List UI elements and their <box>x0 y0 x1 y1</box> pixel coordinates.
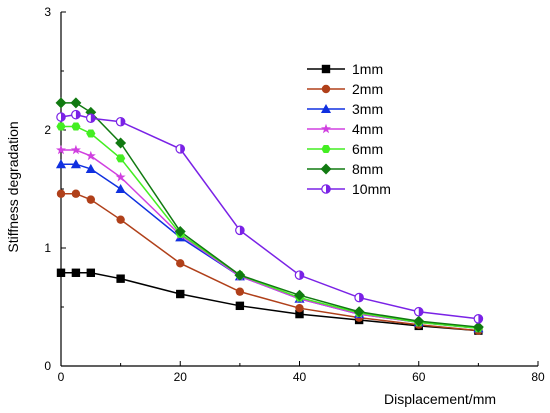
series-line-1mm <box>61 272 479 332</box>
data-point-10mm <box>235 225 245 236</box>
data-point-4mm <box>115 171 126 182</box>
series-line-8mm <box>61 102 479 328</box>
y-tick-label: 2 <box>44 123 51 137</box>
data-point-6mm <box>71 122 81 131</box>
series-line-10mm <box>60 113 479 320</box>
series-line-3mm <box>61 163 479 329</box>
data-point-1mm <box>295 309 304 319</box>
data-point-2mm <box>235 287 245 296</box>
legend-label: 2mm <box>352 81 383 97</box>
data-point-2mm <box>176 259 185 268</box>
data-point-8mm <box>413 315 425 327</box>
data-point-6mm <box>116 154 126 163</box>
y-axis-label: Stiffness degradation <box>5 121 21 252</box>
data-point-1mm <box>86 268 96 277</box>
data-point-1mm <box>71 268 81 277</box>
data-point-3mm <box>55 159 67 169</box>
data-point-10mm <box>473 313 484 324</box>
x-tick-label: 80 <box>531 370 545 384</box>
legend: 1mm 2mm 3mm 4mm 6mm 8mm 10mm <box>307 61 391 197</box>
data-point-8mm <box>115 137 127 149</box>
series-line-6mm <box>61 125 479 329</box>
legend-marker <box>321 145 331 153</box>
y-ticks: 0 1 2 3 <box>44 5 66 373</box>
legend-label: 8mm <box>352 161 383 177</box>
data-point-4mm <box>70 144 81 155</box>
series-markers <box>55 97 484 335</box>
legend-label: 4mm <box>352 121 383 137</box>
x-tick-label: 0 <box>58 370 65 384</box>
legend-label: 1mm <box>352 61 383 77</box>
y-tick-label: 3 <box>44 5 51 19</box>
data-point-1mm <box>176 289 185 299</box>
x-tick-label: 20 <box>174 370 188 384</box>
data-point-1mm <box>116 274 125 283</box>
legend-label: 10mm <box>352 181 391 197</box>
legend-marker <box>321 84 331 94</box>
data-point-6mm <box>86 129 96 138</box>
data-point-8mm <box>294 289 305 301</box>
data-point-10mm <box>115 116 126 127</box>
y-tick-label: 0 <box>44 359 51 373</box>
data-point-10mm <box>294 270 305 280</box>
data-point-4mm <box>56 144 66 155</box>
data-point-10mm <box>56 112 66 122</box>
data-point-10mm <box>413 306 424 317</box>
legend-marker <box>320 163 332 175</box>
data-point-3mm <box>70 159 81 169</box>
data-point-2mm <box>56 189 66 198</box>
x-axis-label: Displacement/mm <box>384 391 496 407</box>
data-point-8mm <box>55 97 67 109</box>
legend-marker <box>321 123 331 134</box>
x-tick-label: 60 <box>412 370 426 384</box>
data-point-10mm <box>175 144 186 154</box>
data-point-1mm <box>235 301 245 311</box>
data-point-3mm <box>85 163 96 173</box>
legend-marker <box>321 64 331 74</box>
data-point-2mm <box>295 303 304 313</box>
legend-marker <box>320 103 332 114</box>
data-point-10mm <box>354 292 364 303</box>
data-point-10mm <box>86 113 96 123</box>
data-point-8mm <box>174 226 186 237</box>
legend-marker <box>321 184 331 194</box>
data-point-3mm <box>115 183 126 194</box>
data-point-1mm <box>56 268 66 277</box>
data-point-2mm <box>116 215 125 224</box>
data-point-8mm <box>70 97 82 109</box>
x-tick-label: 40 <box>293 370 307 384</box>
y-tick-label: 1 <box>44 241 51 255</box>
data-point-2mm <box>71 189 81 198</box>
series-lines <box>60 102 479 332</box>
data-point-8mm <box>472 321 484 333</box>
x-ticks: 0 20 40 60 80 <box>58 361 545 384</box>
data-point-8mm <box>234 269 246 281</box>
data-point-8mm <box>353 306 365 318</box>
data-point-4mm <box>85 150 96 161</box>
legend-label: 3mm <box>352 101 383 117</box>
data-point-2mm <box>86 195 96 204</box>
data-point-6mm <box>56 122 66 131</box>
legend-label: 6mm <box>352 141 383 157</box>
series-line-2mm <box>61 192 479 332</box>
data-point-10mm <box>71 109 81 120</box>
